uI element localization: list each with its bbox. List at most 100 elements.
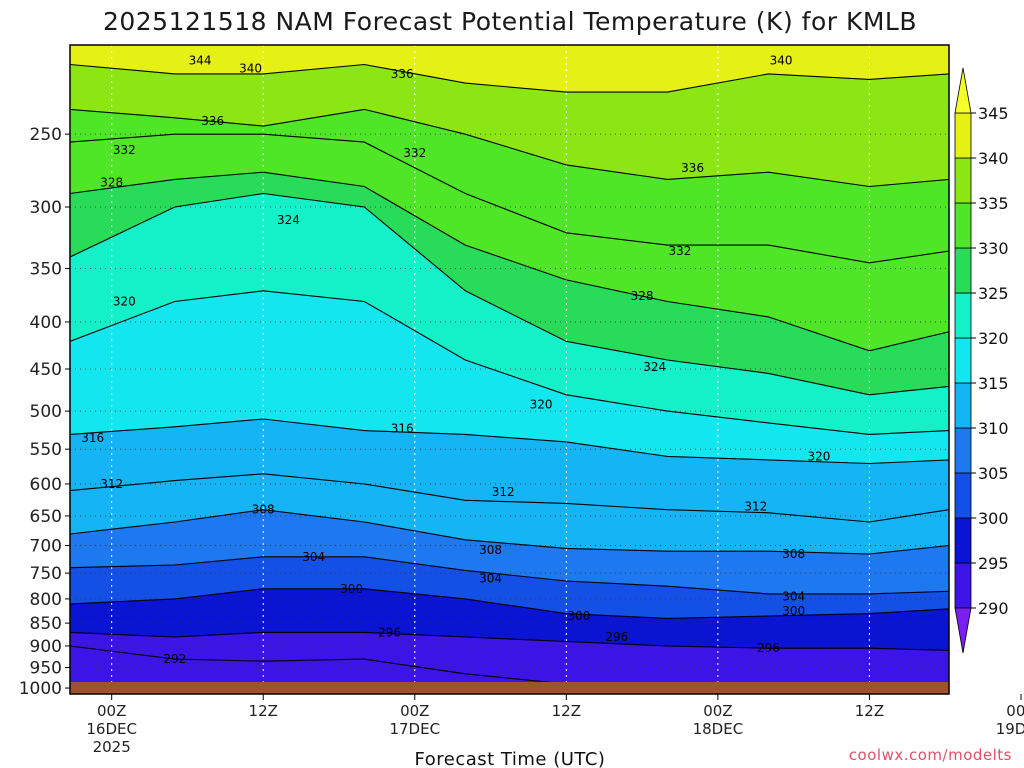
x-axis: 00Z16DEC202512Z00Z17DEC12Z00Z18DEC12Z00Z… (86, 694, 1024, 756)
contour-label-308: 308 (479, 543, 502, 557)
grid-lines (70, 45, 949, 694)
contour-label-308: 308 (782, 547, 805, 561)
contour-label-316: 316 (391, 421, 414, 435)
contour-label-292: 292 (163, 652, 186, 666)
x-tick-sublabel-0-0: 16DEC (86, 720, 137, 738)
contour-312 (70, 473, 949, 523)
contour-label-312: 312 (100, 477, 123, 491)
contour-label-344: 344 (189, 54, 212, 68)
y-tick-label-850: 850 (30, 614, 62, 634)
contour-340 (70, 63, 949, 93)
y-tick-label-650: 650 (30, 507, 62, 527)
contour-300 (70, 588, 949, 619)
x-tick-sublabel-0-1: 2025 (93, 738, 131, 756)
y-tick-label-450: 450 (30, 360, 62, 380)
contour-label-332: 332 (669, 244, 692, 258)
x-axis-label: Forecast Time (UTC) (415, 749, 606, 768)
colorbar-top-arrow (954, 67, 972, 114)
contour-label-312: 312 (744, 500, 767, 514)
colorbar-segment-315 (954, 337, 972, 384)
y-tick-label-300: 300 (30, 198, 62, 218)
colorbar-bottom-arrow (954, 607, 972, 654)
y-tick-label-250: 250 (30, 125, 62, 145)
contour-332 (70, 133, 949, 264)
colorbar-label-325: 325 (978, 284, 1009, 303)
x-tick-sublabel-48-0: 18DEC (693, 720, 744, 738)
colorbar-segment-300 (954, 472, 972, 519)
contour-304 (70, 556, 949, 595)
contour-label-304: 304 (479, 571, 502, 585)
y-tick-label-800: 800 (30, 590, 62, 610)
contour-label-300: 300 (782, 604, 805, 618)
x-tick-label-60: 12Z (855, 702, 884, 720)
x-tick-label-24: 00Z (400, 702, 429, 720)
contour-label-328: 328 (100, 175, 123, 189)
y-tick-label-750: 750 (30, 564, 62, 584)
colorbar-segment-325 (954, 247, 972, 294)
colorbar-segment-295 (954, 517, 972, 564)
colorbar-segment-340 (954, 112, 972, 159)
y-tick-label-500: 500 (30, 402, 62, 422)
x-tick-label-72: 00Z (1006, 702, 1024, 720)
x-tick-sublabel-72-0: 19DEC (996, 720, 1024, 738)
colorbar-segment-305 (954, 427, 972, 474)
colorbar-label-335: 335 (978, 194, 1009, 213)
colorbar-label-340: 340 (978, 149, 1009, 168)
contour-label-324: 324 (277, 213, 300, 227)
colorbar-segment-310 (954, 382, 972, 429)
x-tick-label-48: 00Z (703, 702, 732, 720)
contour-label-320: 320 (807, 449, 830, 463)
x-tick-sublabel-24-0: 17DEC (389, 720, 440, 738)
colorbar: 290 295 300 305 310 315 320 325 330 335 340 345 (954, 67, 1009, 654)
y-tick-label-900: 900 (30, 637, 62, 657)
y-tick-label-350: 350 (30, 260, 62, 280)
y-tick-label-550: 550 (30, 440, 62, 460)
colorbar-label-305: 305 (978, 464, 1009, 483)
contour-label-308: 308 (252, 503, 275, 517)
credit-link[interactable]: coolwx.com/modelts (849, 746, 1012, 764)
colorbar-label-345: 345 (978, 104, 1009, 123)
contour-label-296: 296 (605, 630, 628, 644)
contour-label-304: 304 (302, 550, 325, 564)
contour-label-324: 324 (643, 360, 666, 374)
y-tick-label-600: 600 (30, 475, 62, 495)
colorbar-label-320: 320 (978, 329, 1009, 348)
contour-324 (70, 192, 949, 396)
y-tick-label-950: 950 (30, 659, 62, 679)
colorbar-label-290: 290 (978, 599, 1009, 618)
y-axis: 250 300 350 400 450 500 550 600 650 700 750 800 850 9… (19, 125, 70, 699)
contour-label-336: 336 (201, 114, 224, 128)
contour-320 (70, 290, 949, 435)
contour-label-336: 336 (681, 161, 704, 175)
colorbar-label-300: 300 (978, 509, 1009, 528)
y-tick-label-1000: 1000 (19, 679, 62, 699)
colorbar-segment-290 (954, 562, 972, 609)
contour-label-312: 312 (492, 485, 515, 499)
contour-328 (70, 171, 949, 352)
contour-label-332: 332 (403, 146, 426, 160)
potential-temperature-fill (70, 45, 949, 694)
colorbar-label-315: 315 (978, 374, 1009, 393)
contour-label-340: 340 (770, 54, 793, 68)
colorbar-segment-330 (954, 202, 972, 249)
contour-label-296: 296 (757, 641, 780, 655)
contour-label-320: 320 (530, 398, 553, 412)
y-tick-label-400: 400 (30, 313, 62, 333)
colorbar-label-295: 295 (978, 554, 1009, 573)
contour-label-332: 332 (113, 143, 136, 157)
contour-label-316: 316 (81, 431, 104, 445)
contour-label-300: 300 (340, 582, 363, 596)
x-tick-label-0: 00Z (97, 702, 126, 720)
colorbar-segment-320 (954, 292, 972, 339)
contour-label-300: 300 (568, 609, 591, 623)
colorbar-label-310: 310 (978, 419, 1009, 438)
colorbar-label-330: 330 (978, 239, 1009, 258)
contour-label-336: 336 (391, 67, 414, 81)
contour-336 (70, 108, 949, 188)
ground-below-surface (70, 682, 949, 694)
contour-316 (70, 418, 949, 465)
contour-label-296: 296 (378, 625, 401, 639)
contour-label-340: 340 (239, 61, 262, 75)
colorbar-segment-335 (954, 157, 972, 204)
